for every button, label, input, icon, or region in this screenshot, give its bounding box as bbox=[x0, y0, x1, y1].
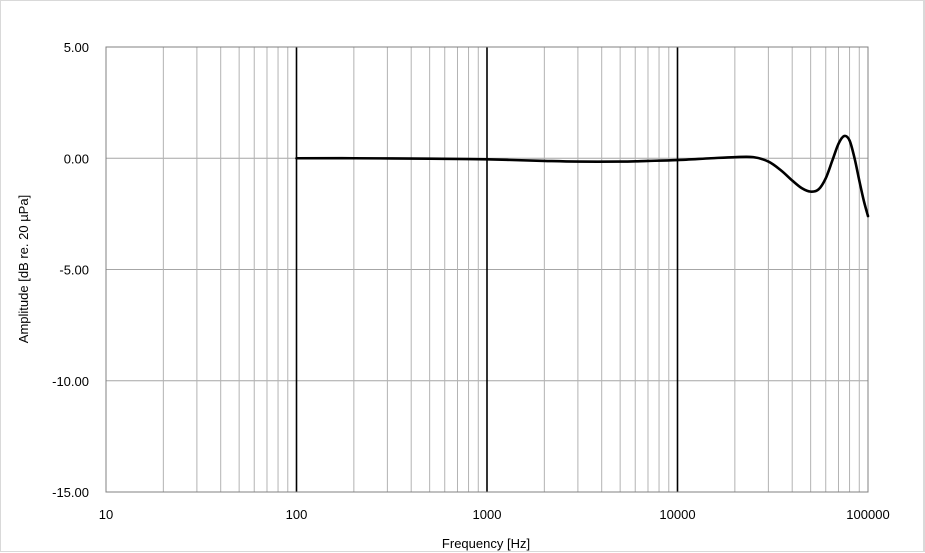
x-tick-label: 1000 bbox=[473, 507, 502, 522]
y-tick-label: 0.00 bbox=[64, 151, 89, 166]
x-tick-label: 100000 bbox=[846, 507, 889, 522]
y-tick-label: 5.00 bbox=[64, 40, 89, 55]
y-tick-label: -15.00 bbox=[52, 485, 89, 500]
grid bbox=[105, 46, 869, 493]
x-tick-label: 10 bbox=[99, 507, 113, 522]
y-tick-label: -5.00 bbox=[59, 263, 89, 278]
plot-area-border bbox=[105, 46, 869, 493]
y-tick-label: -10.00 bbox=[52, 374, 89, 389]
x-axis-label: Frequency [Hz] bbox=[442, 536, 530, 551]
y-axis-label: Amplitude [dB re. 20 µPa] bbox=[16, 195, 31, 343]
x-tick-label: 100 bbox=[286, 507, 308, 522]
x-tick-label: 10000 bbox=[659, 507, 695, 522]
series-line bbox=[295, 134, 870, 218]
y-tick-labels: 5.00 0.00 -5.00 -10.00 -15.00 bbox=[52, 40, 89, 500]
x-tick-labels: 10 100 1000 10000 100000 bbox=[99, 507, 890, 522]
series-layer bbox=[295, 134, 870, 218]
